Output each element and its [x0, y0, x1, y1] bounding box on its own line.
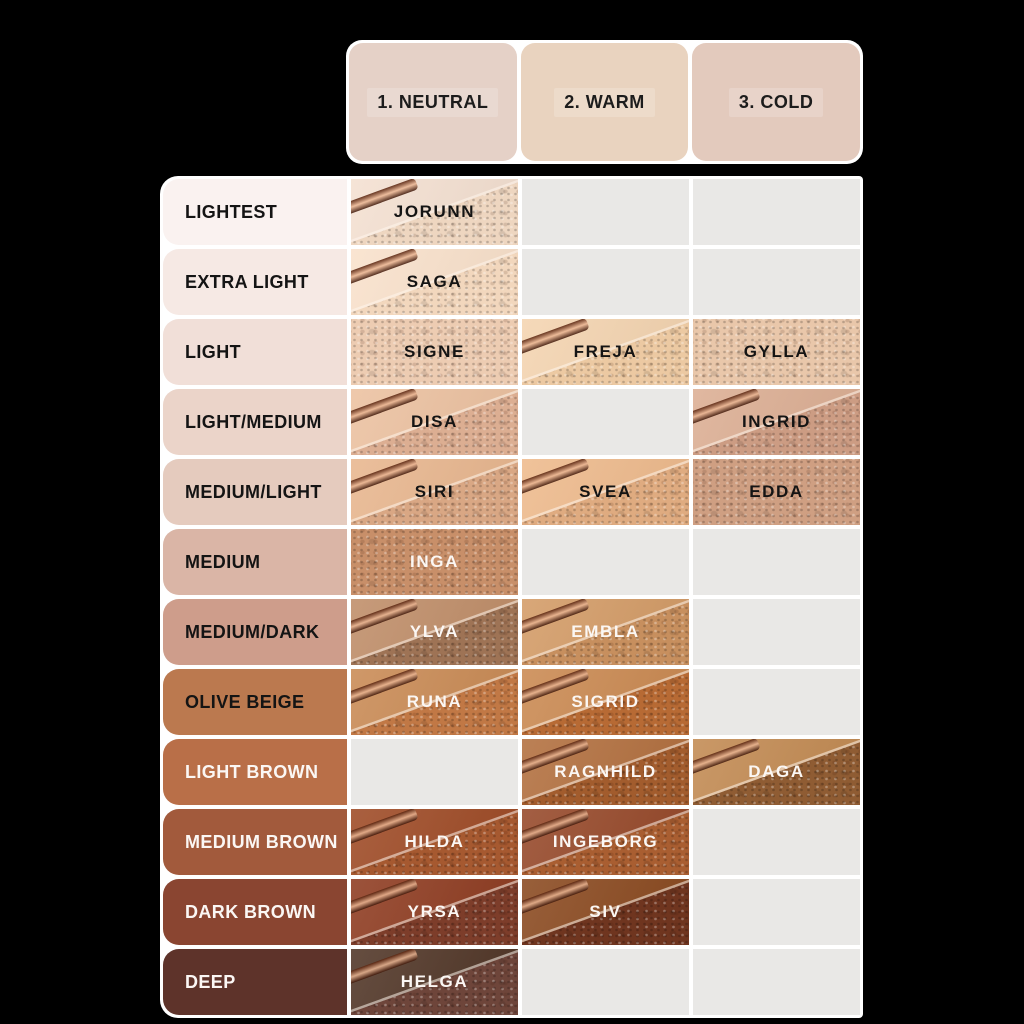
- row-label-deep: DEEP: [163, 949, 347, 1015]
- shade-name: DAGA: [748, 762, 805, 781]
- shade-swatch-disa[interactable]: DISA: [351, 389, 518, 455]
- shade-swatch-inga[interactable]: INGA: [351, 529, 518, 595]
- shade-name: INGEBORG: [552, 832, 659, 851]
- shade-swatch-jorunn[interactable]: JORUNN: [351, 179, 518, 245]
- empty-cell: [351, 739, 518, 805]
- shade-swatch-sigrid[interactable]: SIGRID: [522, 669, 689, 735]
- empty-cell: [693, 249, 860, 315]
- shade-name: SIGNE: [404, 342, 465, 361]
- row-label-dark-brown: DARK BROWN: [163, 879, 347, 945]
- row-label-light-brown: LIGHT BROWN: [163, 739, 347, 805]
- shade-swatch-helga[interactable]: HELGA: [351, 949, 518, 1015]
- row-label-medium-light: MEDIUM/LIGHT: [163, 459, 347, 525]
- row-label-medium: MEDIUM: [163, 529, 347, 595]
- shade-swatch-signe[interactable]: SIGNE: [351, 319, 518, 385]
- shade-swatch-ingeborg[interactable]: INGEBORG: [522, 809, 689, 875]
- shade-name: GYLLA: [743, 342, 810, 361]
- shade-name: RAGNHILD: [554, 762, 657, 781]
- shade-name: SVEA: [579, 482, 632, 501]
- shade-swatch-freja[interactable]: FREJA: [522, 319, 689, 385]
- shade-grid: LIGHTEST JORUNN EXTRA LIGHT SAGA LIGHT SIGNE F…: [160, 176, 863, 1018]
- row-label-extra-light: EXTRA LIGHT: [163, 249, 347, 315]
- empty-cell: [693, 669, 860, 735]
- empty-cell: [693, 949, 860, 1015]
- shade-name: SAGA: [406, 272, 463, 291]
- row-label-medium-brown: MEDIUM BROWN: [163, 809, 347, 875]
- shade-name: YLVA: [409, 622, 460, 641]
- shade-swatch-hilda[interactable]: HILDA: [351, 809, 518, 875]
- shade-name: EMBLA: [571, 622, 640, 641]
- empty-cell: [693, 179, 860, 245]
- shade-name: JORUNN: [393, 202, 476, 221]
- column-header-label: 3. COLD: [728, 87, 824, 117]
- shade-name: INGA: [410, 552, 459, 571]
- empty-cell: [693, 529, 860, 595]
- shade-swatch-siri[interactable]: SIRI: [351, 459, 518, 525]
- column-header-2-warm: 2. WARM: [520, 43, 689, 161]
- powder-texture: [351, 319, 518, 385]
- shade-name: INGRID: [741, 412, 812, 431]
- column-header-1-neutral: 1. NEUTRAL: [349, 43, 517, 161]
- row-label-lightest: LIGHTEST: [163, 179, 347, 245]
- shade-name: SIV: [589, 902, 622, 921]
- row-label-light-medium: LIGHT/MEDIUM: [163, 389, 347, 455]
- shade-swatch-embla[interactable]: EMBLA: [522, 599, 689, 665]
- empty-cell: [693, 879, 860, 945]
- column-header-label: 2. WARM: [554, 87, 655, 117]
- row-label-medium-dark: MEDIUM/DARK: [163, 599, 347, 665]
- empty-cell: [522, 529, 689, 595]
- empty-cell: [522, 949, 689, 1015]
- shade-swatch-runa[interactable]: RUNA: [351, 669, 518, 735]
- empty-cell: [522, 389, 689, 455]
- shade-name: FREJA: [573, 342, 638, 361]
- empty-cell: [693, 809, 860, 875]
- empty-cell: [693, 599, 860, 665]
- shade-swatch-ylva[interactable]: YLVA: [351, 599, 518, 665]
- shade-name: RUNA: [406, 692, 463, 711]
- powder-texture: [351, 529, 518, 595]
- shade-swatch-ingrid[interactable]: INGRID: [693, 389, 860, 455]
- column-header-3-cold: 3. COLD: [692, 43, 861, 161]
- shade-name: HILDA: [404, 832, 465, 851]
- powder-texture: [693, 459, 860, 525]
- shade-name: SIRI: [414, 482, 455, 501]
- row-label-light: LIGHT: [163, 319, 347, 385]
- shade-swatch-siv[interactable]: SIV: [522, 879, 689, 945]
- column-header-label: 1. NEUTRAL: [367, 87, 499, 117]
- powder-texture: [693, 319, 860, 385]
- shade-swatch-svea[interactable]: SVEA: [522, 459, 689, 525]
- shade-swatch-yrsa[interactable]: YRSA: [351, 879, 518, 945]
- shade-swatch-daga[interactable]: DAGA: [693, 739, 860, 805]
- shade-name: DISA: [410, 412, 459, 431]
- shade-name: SIGRID: [571, 692, 640, 711]
- row-label-olive-beige: OLIVE BEIGE: [163, 669, 347, 735]
- shade-swatch-ragnhild[interactable]: RAGNHILD: [522, 739, 689, 805]
- empty-cell: [522, 179, 689, 245]
- shade-name: EDDA: [749, 482, 804, 501]
- shade-swatch-saga[interactable]: SAGA: [351, 249, 518, 315]
- empty-cell: [522, 249, 689, 315]
- shade-name: YRSA: [407, 902, 462, 921]
- shade-name: HELGA: [400, 972, 469, 991]
- shade-swatch-edda[interactable]: EDDA: [693, 459, 860, 525]
- undertone-header-row: 1. NEUTRAL 2. WARM 3. COLD: [346, 40, 863, 164]
- shade-swatch-gylla[interactable]: GYLLA: [693, 319, 860, 385]
